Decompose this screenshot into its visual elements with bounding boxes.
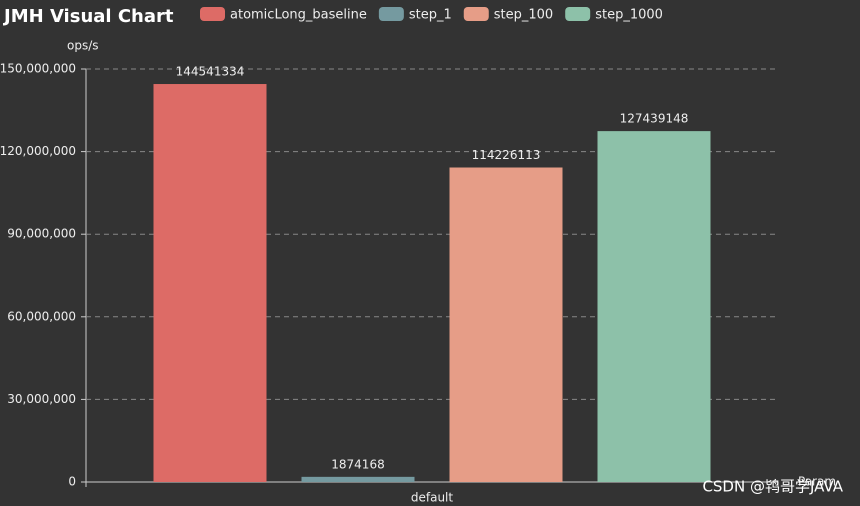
y-tick-label: 120,000,000 xyxy=(0,144,76,158)
bar xyxy=(597,131,711,482)
y-axis-label: ops/s xyxy=(67,39,99,53)
x-axis-label: Param xyxy=(798,475,836,489)
y-tick-label: 150,000,000 xyxy=(0,62,76,76)
chart-title: JMH Visual Chart xyxy=(2,6,174,27)
legend-swatch xyxy=(463,7,489,21)
data-label: 114226113 xyxy=(472,148,541,162)
legend-label: step_1000 xyxy=(595,8,663,23)
watermark: CSDN @鸨哥学JAVA xyxy=(702,478,843,496)
data-label: 1874168 xyxy=(331,457,384,471)
y-tick-label: 30,000,000 xyxy=(7,392,76,406)
legend-swatch xyxy=(565,7,591,21)
x-tick-label: default xyxy=(411,491,454,505)
y-tick-label: 60,000,000 xyxy=(7,309,76,323)
legend: atomicLong_baseline step_1 step_100 step_10… xyxy=(200,7,663,23)
data-label: 144541334 xyxy=(176,65,245,79)
legend-label: step_100 xyxy=(494,8,553,23)
bar xyxy=(301,476,415,482)
bar xyxy=(153,84,267,482)
y-tick-label: 90,000,000 xyxy=(7,227,76,241)
legend-swatch xyxy=(378,7,404,21)
legend-label: atomicLong_baseline xyxy=(230,8,367,23)
y-tick-label: 0 xyxy=(68,475,76,489)
legend-label: step_1 xyxy=(409,8,452,23)
legend-swatch xyxy=(200,7,225,21)
bar xyxy=(449,167,563,482)
data-label: 127439148 xyxy=(620,112,689,126)
